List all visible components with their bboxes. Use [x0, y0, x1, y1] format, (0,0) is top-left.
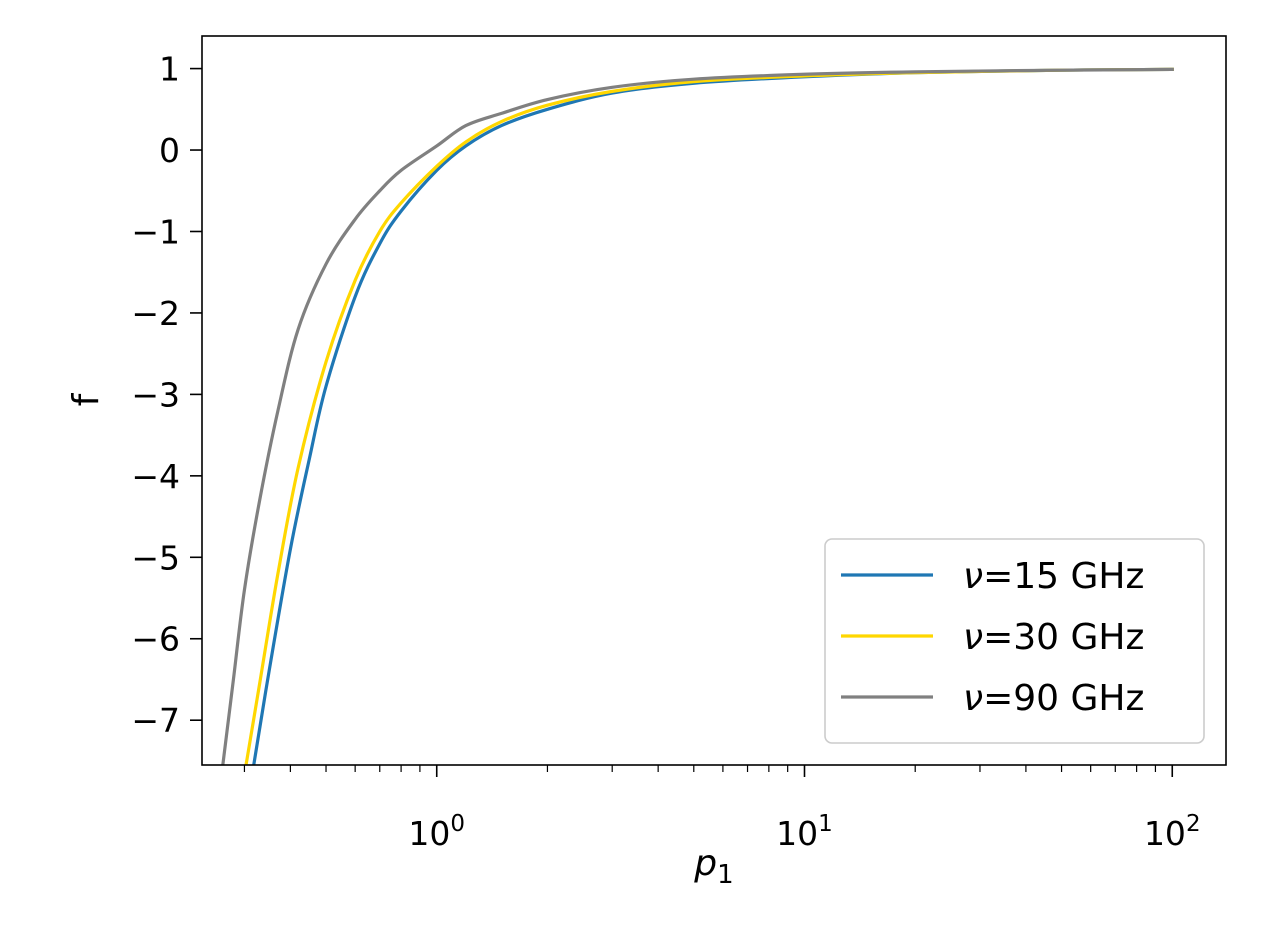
y-tick-label-7: −5	[131, 538, 180, 577]
y-tick-label-4: −2	[131, 294, 180, 333]
series-line-3	[221, 67, 1174, 765]
series-group	[221, 67, 1174, 765]
x-axis: 100 101 102	[243, 765, 1201, 853]
y-tick-label-3: −1	[131, 212, 180, 251]
plot-area	[201, 35, 1227, 766]
y-tick-label-1: 1	[159, 50, 180, 89]
y-tick-label-5: −3	[131, 375, 180, 414]
x-tick-label-3: 102	[1144, 811, 1201, 853]
legend: ν=15 GHz ν=30 GHz ν=90 GHz	[824, 538, 1205, 744]
y-tick-label-2: 0	[159, 131, 180, 170]
legend-label-2: ν=30 GHz	[963, 617, 1144, 658]
x-tick-label-2: 101	[776, 811, 833, 853]
y-tick-label-9: −7	[131, 701, 180, 740]
legend-frame	[824, 538, 1205, 744]
y-tick-label-6: −4	[131, 457, 180, 496]
x-axis-label: p1	[693, 843, 733, 890]
legend-label-1: ν=15 GHz	[963, 556, 1144, 597]
y-axis-label: f	[66, 392, 107, 406]
plot-frame	[201, 35, 1227, 766]
y-axis: 1 0 −1 −2 −3 −4 −5 −6 −7	[131, 50, 202, 740]
x-tick-label-1: 100	[408, 811, 465, 853]
y-tick-label-8: −6	[131, 620, 180, 659]
legend-label-3: ν=90 GHz	[963, 678, 1144, 719]
